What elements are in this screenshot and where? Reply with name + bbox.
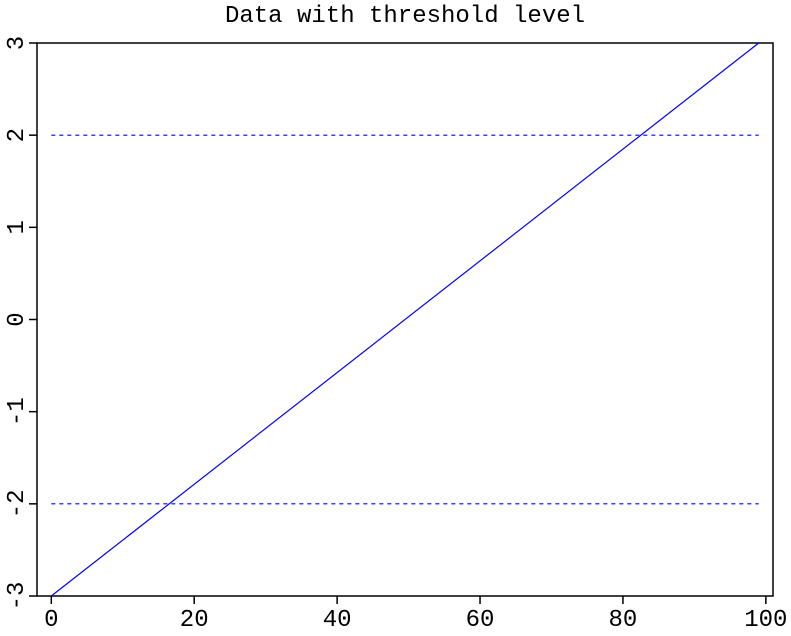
y-tick-label: -2 <box>4 489 31 518</box>
y-tick-label: 1 <box>4 220 31 234</box>
y-tick-label: 2 <box>4 128 31 142</box>
x-tick-label: 100 <box>744 607 787 631</box>
x-tick-label: 40 <box>323 607 352 631</box>
x-tick-label: 60 <box>466 607 495 631</box>
x-tick-label: 0 <box>44 607 58 631</box>
x-tick-label: 20 <box>180 607 209 631</box>
y-tick-label: -1 <box>4 397 31 426</box>
y-tick-label: 0 <box>4 312 31 326</box>
chart-title: Data with threshold level <box>225 3 585 30</box>
y-tick-label: -3 <box>4 582 31 611</box>
data-line <box>50 42 760 597</box>
x-tick-label: 80 <box>609 607 638 631</box>
y-tick-label: 3 <box>4 36 31 50</box>
